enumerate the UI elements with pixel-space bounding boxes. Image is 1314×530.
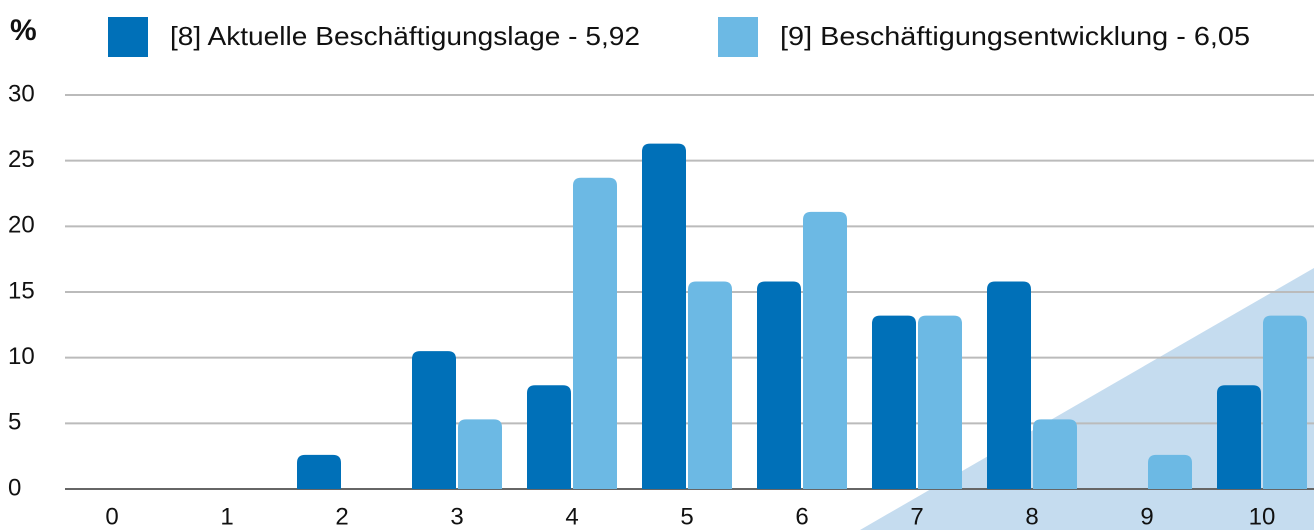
bar — [642, 143, 686, 490]
bar — [527, 385, 571, 489]
x-tick-label: 2 — [335, 503, 348, 530]
x-tick-label: 4 — [565, 503, 578, 530]
y-tick-label: 0 — [8, 474, 21, 501]
background-decoration — [860, 268, 1314, 530]
x-tick-label: 8 — [1025, 503, 1038, 530]
x-tick-label: 7 — [910, 503, 923, 530]
legend-swatch — [108, 17, 148, 57]
bar — [412, 351, 456, 489]
legend-swatch — [718, 17, 758, 57]
bar — [1263, 315, 1307, 489]
bar — [918, 315, 962, 489]
bar — [458, 419, 502, 489]
y-tick-label: 15 — [8, 277, 35, 304]
legend-label: [8] Aktuelle Beschäftigungslage - 5,92 — [170, 21, 640, 51]
bar — [757, 281, 801, 489]
bar — [1033, 419, 1077, 489]
y-tick-label: 25 — [8, 146, 35, 173]
x-tick-label: 0 — [105, 503, 118, 530]
y-unit: % — [10, 14, 37, 47]
y-tick-label: 10 — [8, 343, 35, 370]
x-tick-label: 5 — [680, 503, 693, 530]
bar — [688, 281, 732, 489]
y-tick-label: 5 — [8, 409, 21, 436]
bar — [297, 454, 341, 489]
bar — [872, 315, 916, 489]
y-tick-label: 20 — [8, 212, 35, 239]
bar — [987, 281, 1031, 489]
bar — [1217, 385, 1261, 489]
x-tick-label: 1 — [220, 503, 233, 530]
x-tick-label: 6 — [795, 503, 808, 530]
y-tick-label: 30 — [8, 80, 35, 107]
x-tick-label: 3 — [450, 503, 463, 530]
bar — [1148, 454, 1192, 489]
x-tick-label: 10 — [1249, 503, 1276, 530]
bar — [573, 177, 617, 490]
x-tick-label: 9 — [1140, 503, 1153, 530]
bar — [803, 211, 847, 490]
legend-label: [9] Beschäftigungsentwicklung - 6,05 — [780, 21, 1250, 51]
